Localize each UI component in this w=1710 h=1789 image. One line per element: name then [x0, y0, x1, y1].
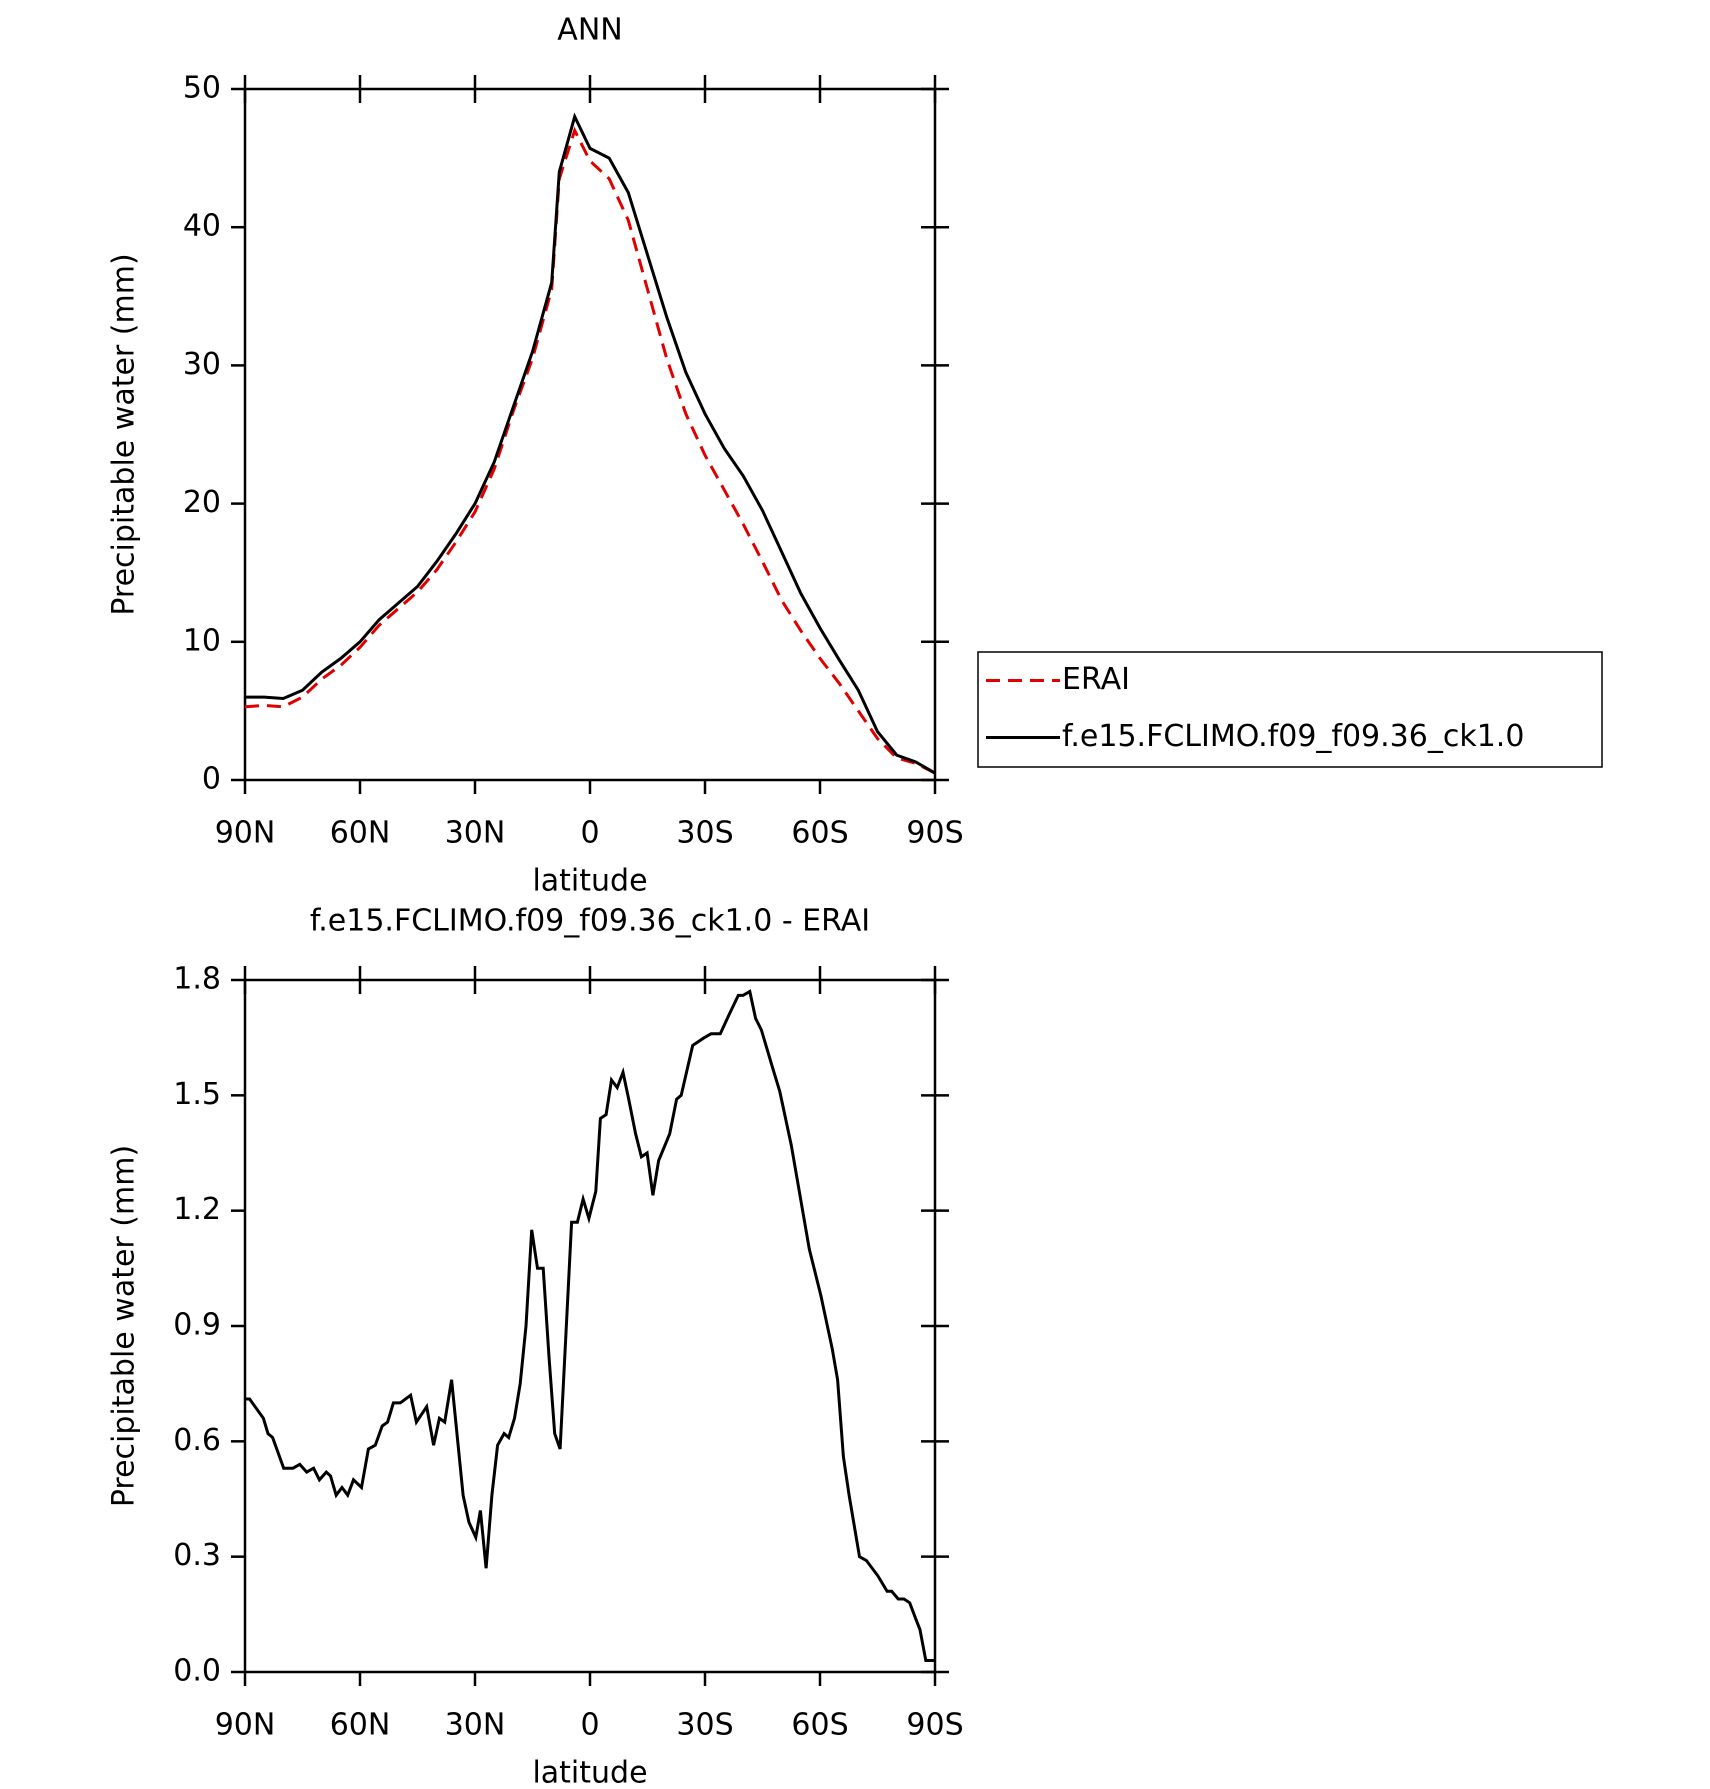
y-tick-label: 20: [183, 485, 221, 520]
y-tick-label: 0.3: [173, 1538, 221, 1573]
x-tick-label: 90S: [906, 1708, 963, 1743]
data-line: [245, 989, 935, 1662]
x-axis-label: latitude: [532, 864, 647, 899]
x-tick-label: 30N: [445, 1708, 506, 1743]
y-tick-label: 1.8: [173, 962, 221, 997]
y-tick-label: 40: [183, 209, 221, 244]
x-tick-label: 30N: [445, 816, 506, 851]
y-tick-label: 0.6: [173, 1423, 221, 1458]
y-tick-label: 30: [183, 347, 221, 382]
x-tick-label: 60N: [330, 816, 391, 851]
legend-label: ERAI: [1062, 662, 1130, 697]
chart-title: ANN: [557, 13, 622, 48]
y-tick-label: 1.2: [173, 1192, 221, 1227]
y-tick-label: 10: [183, 623, 221, 658]
chart-title: f.e15.FCLIMO.f09_f09.36_ck1.0 - ERAI: [310, 904, 870, 939]
x-tick-label: 60S: [791, 1708, 848, 1743]
x-tick-label: 60S: [791, 816, 848, 851]
y-axis-label: Precipitable water (mm): [107, 1145, 142, 1507]
data-line: [244, 126, 936, 775]
x-tick-label: 90N: [215, 816, 276, 851]
y-axis-label: Precipitable water (mm): [107, 253, 142, 615]
x-tick-label: 90S: [906, 816, 963, 851]
x-tick-label: 30S: [676, 1708, 733, 1743]
x-tick-label: 30S: [676, 816, 733, 851]
plot-frame: [243, 978, 937, 1674]
x-tick-label: 90N: [215, 1708, 276, 1743]
y-tick-label: 50: [183, 71, 221, 106]
x-tick-label: 0: [580, 816, 599, 851]
y-tick-label: 1.5: [173, 1077, 221, 1112]
legend-box: [977, 651, 1603, 768]
legend-label: f.e15.FCLIMO.f09_f09.36_ck1.0: [1062, 719, 1524, 754]
data-line: [245, 112, 936, 775]
y-tick-label: 0: [202, 762, 221, 797]
x-tick-label: 0: [580, 1708, 599, 1743]
x-tick-label: 60N: [330, 1708, 391, 1743]
y-tick-label: 0.9: [173, 1308, 221, 1343]
plot-frame: [243, 87, 937, 782]
y-tick-label: 0.0: [173, 1654, 221, 1689]
x-axis-label: latitude: [532, 1756, 647, 1789]
